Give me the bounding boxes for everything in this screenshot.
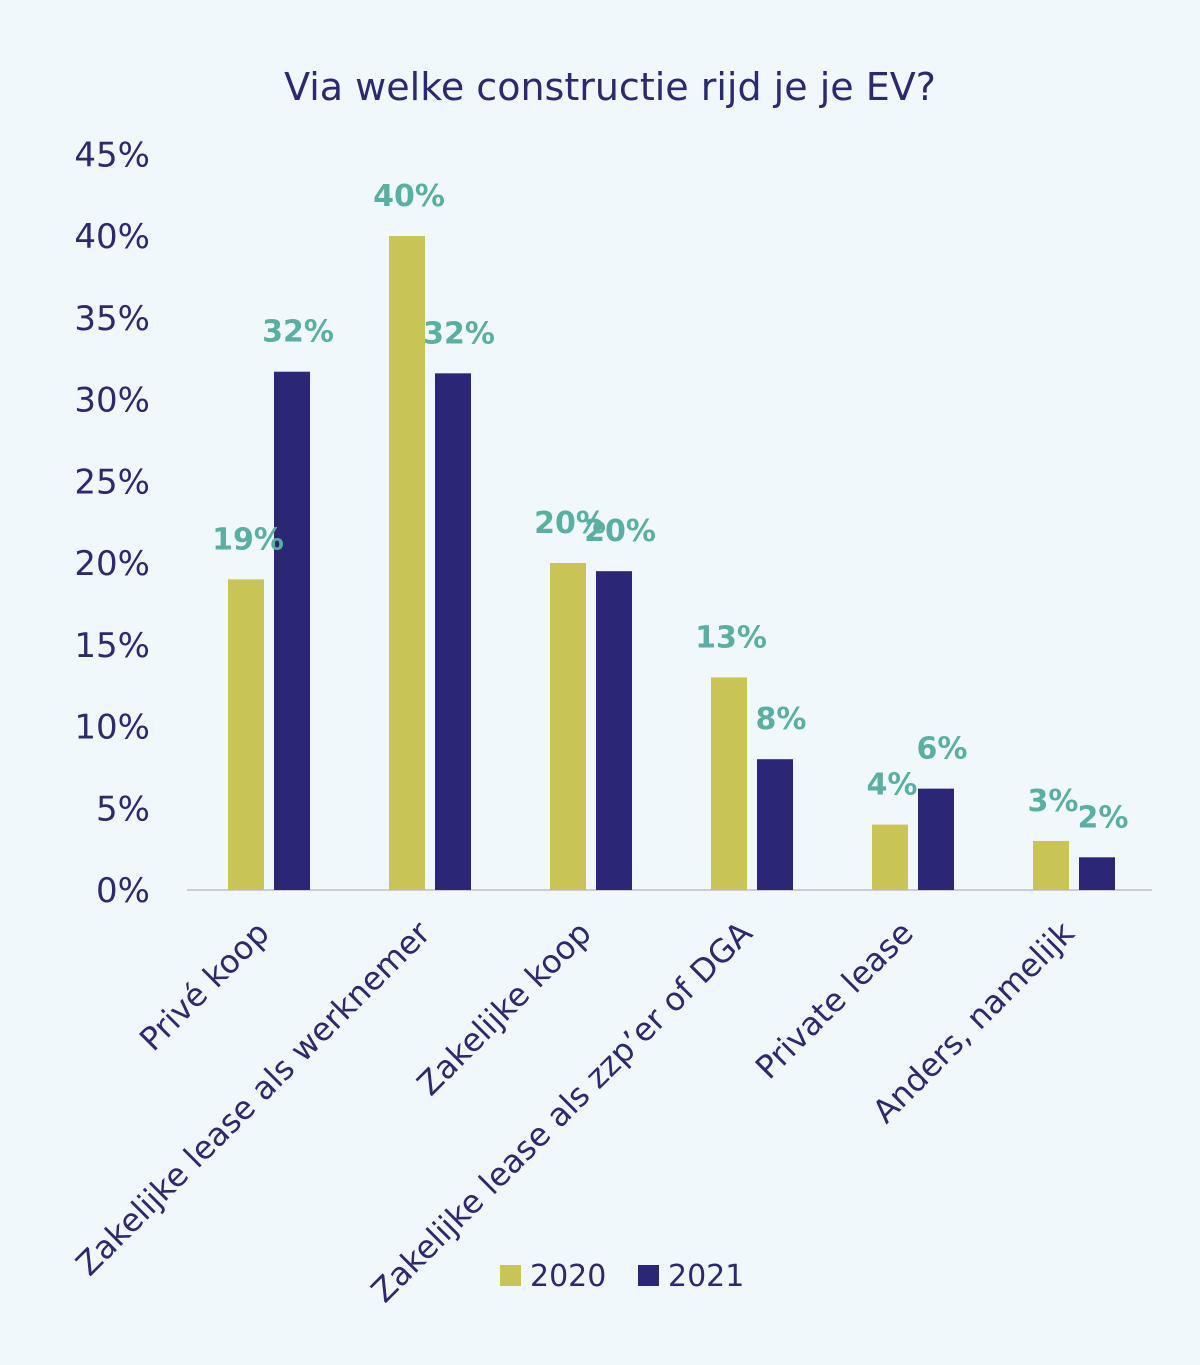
bar-2021-2 — [435, 373, 471, 891]
data-label: 20% — [584, 514, 656, 549]
bars — [228, 236, 1115, 891]
data-label: 2% — [1078, 800, 1129, 835]
bar-2021-6 — [1079, 857, 1115, 890]
x-tick-label: Zakelijke lease als werknemer — [68, 913, 438, 1283]
legend-swatch-2020 — [500, 1265, 521, 1286]
bar-2020-1 — [228, 579, 264, 890]
data-label: 3% — [1028, 784, 1079, 819]
legend: 2020 2021 — [500, 1259, 744, 1294]
data-label: 32% — [262, 315, 334, 350]
y-axis: 0% 5% 10% 15% 20% 25% 30% 35% 40% 45% — [74, 135, 150, 911]
data-label: 20% — [534, 506, 606, 541]
data-label: 32% — [423, 316, 495, 351]
data-label: 8% — [756, 702, 807, 737]
bar-2020-4 — [711, 677, 747, 890]
data-label: 40% — [373, 179, 445, 214]
data-label: 6% — [917, 732, 968, 767]
y-tick-label: 20% — [74, 544, 150, 584]
x-tick-label: Privé koop — [132, 914, 277, 1059]
y-tick-label: 15% — [74, 626, 150, 666]
y-tick-label: 45% — [74, 135, 150, 175]
bar-2021-4 — [757, 759, 793, 890]
y-tick-label: 0% — [96, 871, 150, 911]
bar-2020-5 — [872, 824, 908, 890]
data-labels: 19% 40% 20% 13% 4% 3% 32% 32% 20% 8% 6% 2% — [212, 179, 1128, 835]
bar-2020-3 — [550, 563, 586, 890]
data-label: 13% — [695, 620, 767, 655]
x-tick-label: Zakelijke koop — [410, 914, 599, 1103]
legend-label-2020: 2020 — [530, 1259, 606, 1294]
legend-label-2021: 2021 — [668, 1259, 744, 1294]
legend-swatch-2021 — [638, 1265, 659, 1286]
y-tick-label: 30% — [74, 381, 150, 421]
chart-title: Via welke constructie rijd je je EV? — [284, 65, 936, 109]
x-tick-label: Private lease — [748, 914, 921, 1087]
data-label: 19% — [212, 522, 284, 557]
y-tick-label: 40% — [74, 217, 150, 257]
y-tick-label: 25% — [74, 462, 150, 502]
bar-2021-5 — [918, 788, 954, 890]
bar-2021-3 — [596, 571, 632, 890]
data-label: 4% — [867, 768, 918, 803]
bar-2021-1 — [274, 371, 310, 891]
bar-2020-6 — [1033, 840, 1069, 890]
y-tick-label: 35% — [74, 299, 150, 339]
y-tick-label: 5% — [96, 789, 150, 829]
bar-2020-2 — [389, 236, 425, 890]
y-tick-label: 10% — [74, 708, 150, 748]
